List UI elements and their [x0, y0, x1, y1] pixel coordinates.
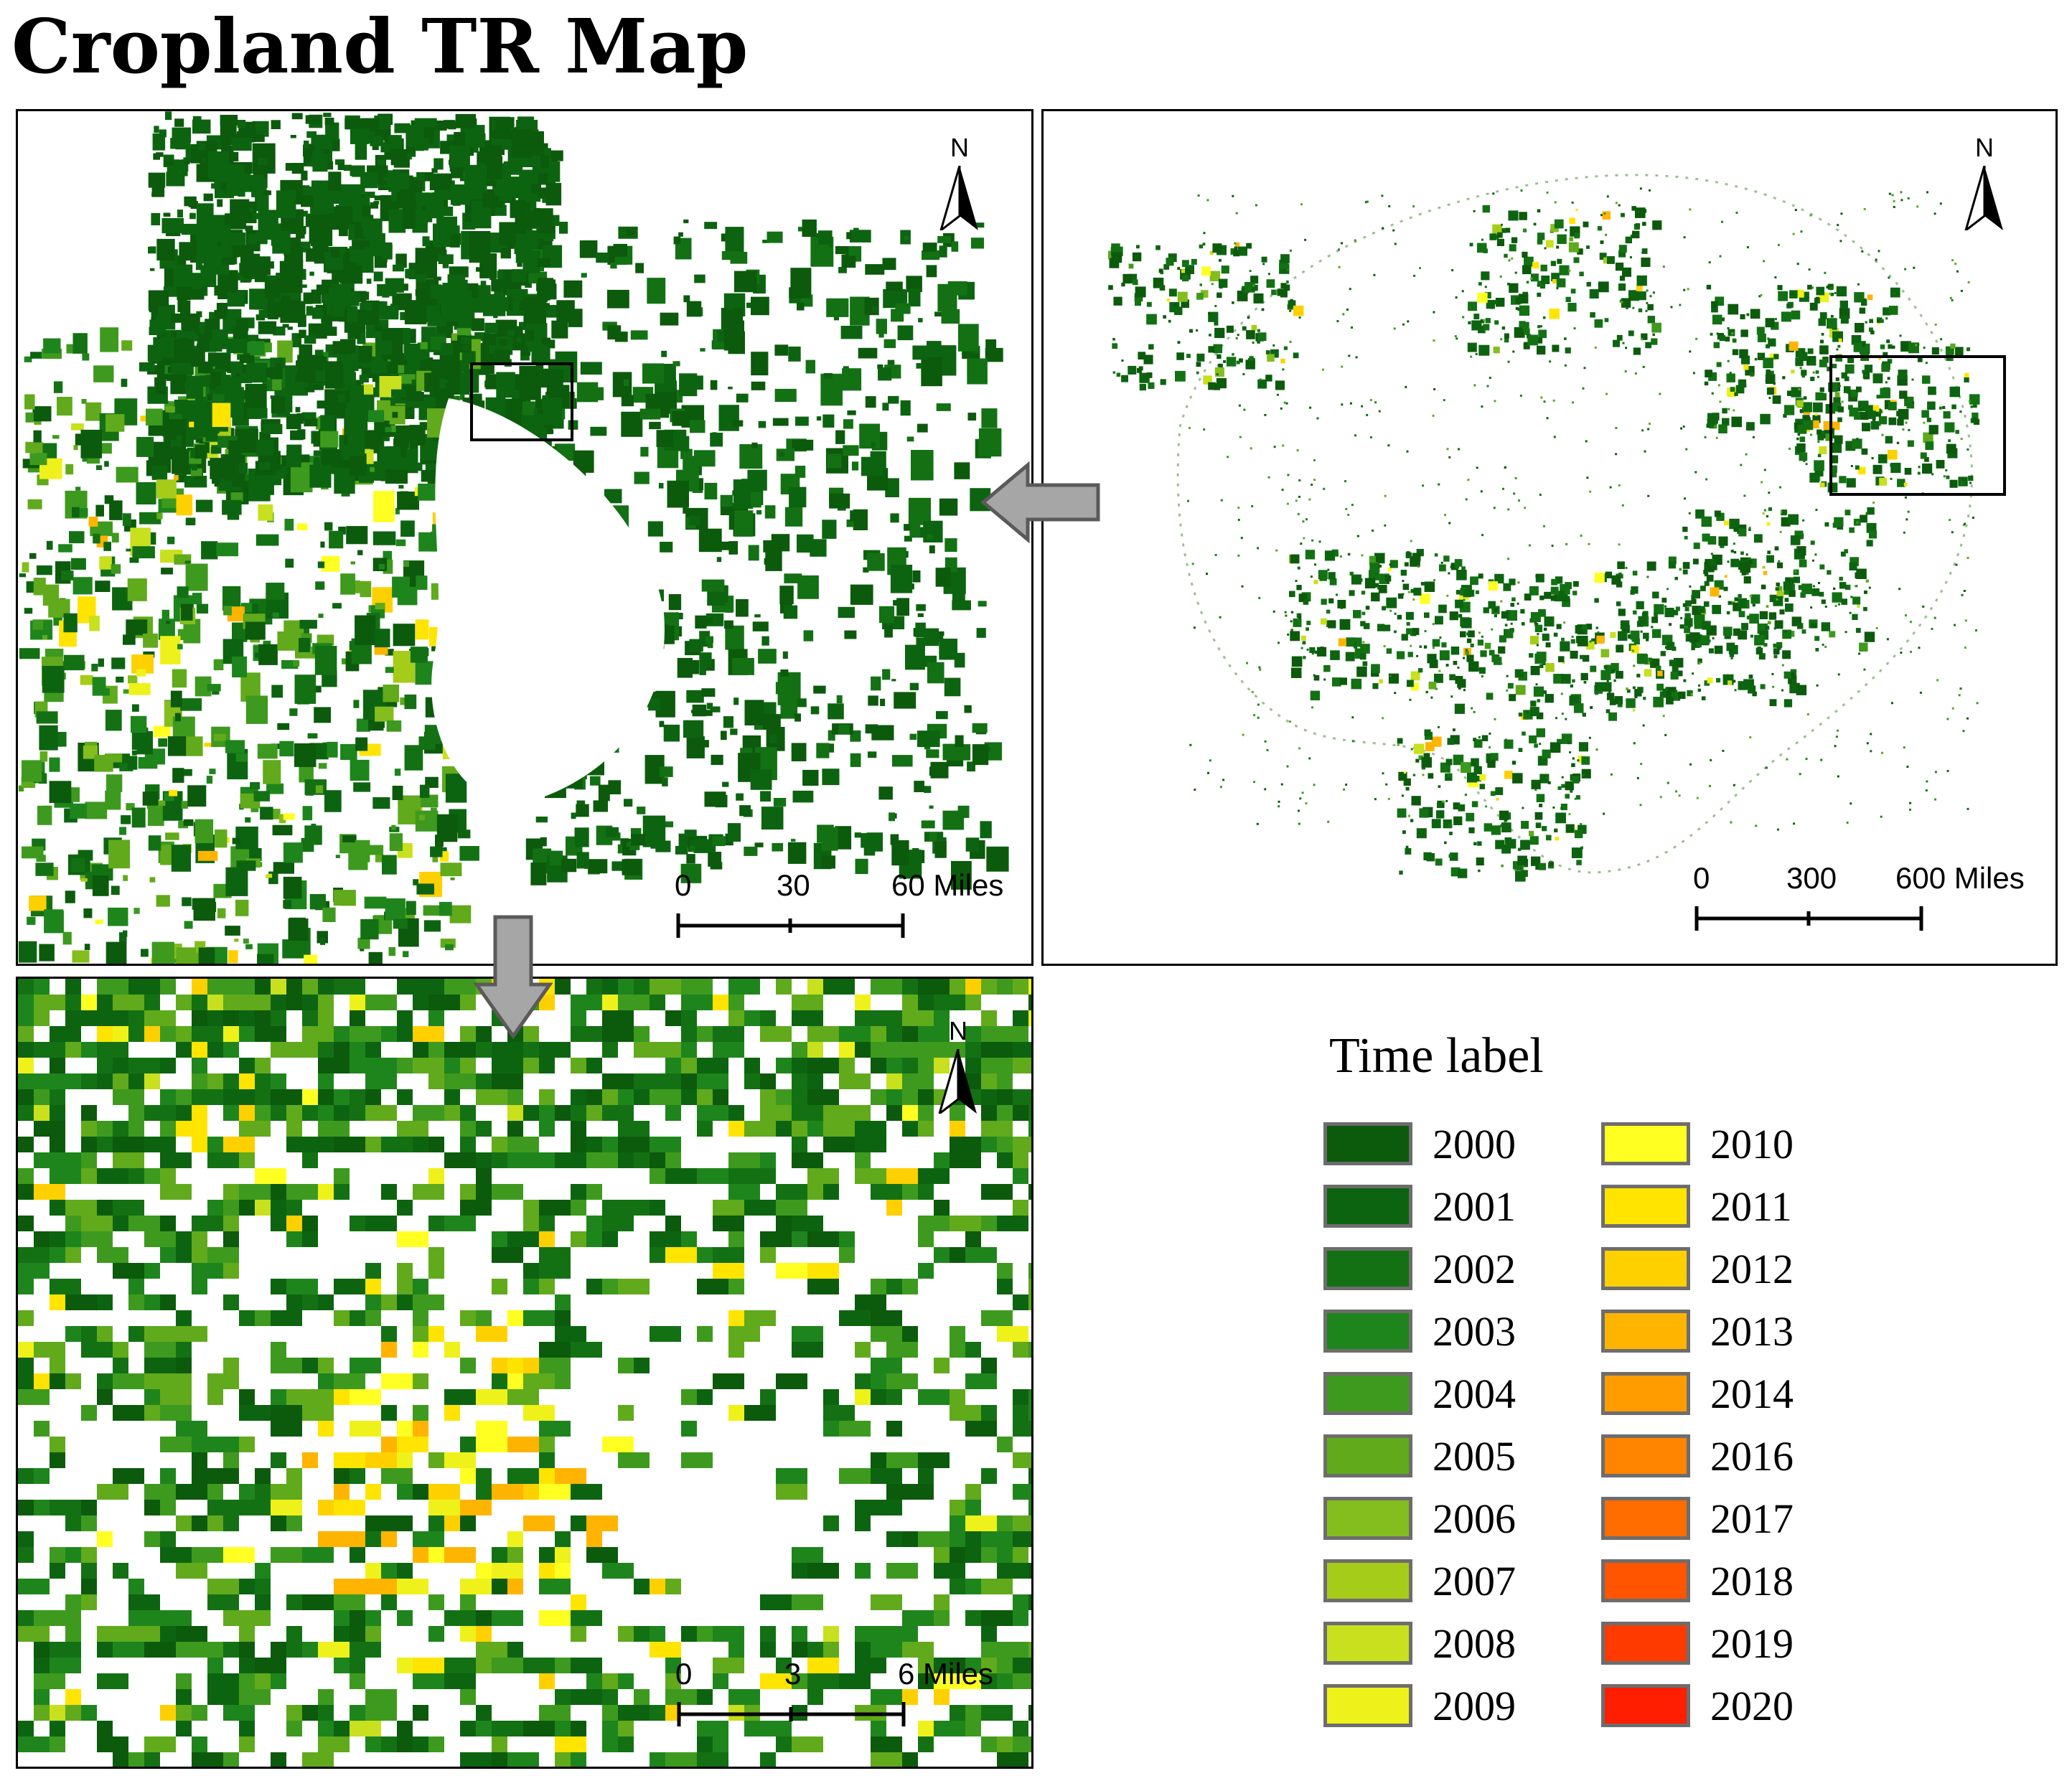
- legend-swatch: [1323, 1622, 1412, 1665]
- scale-tick-0: 0: [675, 868, 692, 902]
- legend-item-2007: 2007: [1323, 1558, 1553, 1607]
- legend-item-2008: 2008: [1323, 1620, 1553, 1669]
- legend-item-2009: 2009: [1323, 1683, 1553, 1731]
- legend-year-label: 2007: [1433, 1558, 1516, 1604]
- north-label: N: [1975, 133, 1994, 162]
- north-arrow: N: [1959, 133, 2010, 230]
- legend-swatch: [1601, 1122, 1690, 1165]
- scale-tick-end: 600 Miles: [1895, 861, 2025, 895]
- legend-year-label: 2002: [1433, 1246, 1516, 1292]
- legend-year-label: 2004: [1433, 1371, 1516, 1417]
- figure-title: Cropland TR Map: [11, 2, 749, 90]
- legend-item-2018: 2018: [1601, 1558, 1831, 1607]
- legend-swatch: [1601, 1684, 1690, 1727]
- legend-swatch: [1601, 1559, 1690, 1602]
- legend-item-2010: 2010: [1601, 1121, 1831, 1170]
- legend-item-2020: 2020: [1601, 1683, 1831, 1731]
- legend-swatch: [1601, 1372, 1690, 1415]
- legend-year-label: 2020: [1710, 1683, 1794, 1729]
- legend-swatch: [1323, 1122, 1412, 1165]
- regional-map-panel: N 0 30 60 Miles: [16, 109, 1033, 966]
- legend-year-label: 2008: [1433, 1620, 1516, 1667]
- legend-swatch: [1323, 1310, 1412, 1353]
- legend-year-label: 2009: [1433, 1683, 1516, 1729]
- legend-title: Time label: [1329, 1028, 1544, 1084]
- legend-item-2001: 2001: [1323, 1183, 1553, 1232]
- legend-year-label: 2003: [1433, 1308, 1516, 1355]
- north-arrow: N: [934, 133, 985, 230]
- legend-item-2005: 2005: [1323, 1433, 1553, 1482]
- legend-swatch: [1601, 1434, 1690, 1477]
- legend-year-label: 2018: [1710, 1558, 1794, 1604]
- legend-swatch: [1601, 1185, 1690, 1228]
- legend-year-label: 2000: [1433, 1121, 1516, 1167]
- legend-swatch: [1601, 1497, 1690, 1540]
- legend-item-2014: 2014: [1601, 1371, 1831, 1419]
- legend-year-label: 2005: [1433, 1433, 1516, 1480]
- legend-swatch: [1323, 1372, 1412, 1415]
- north-label: N: [949, 1016, 967, 1045]
- cropland-clusters: [18, 111, 1009, 964]
- legend-swatch: [1601, 1622, 1690, 1665]
- cropland-pixels: [18, 979, 1031, 1767]
- scale-tick-end: 60 Miles: [891, 868, 1004, 902]
- legend-swatch: [1323, 1497, 1412, 1540]
- zoom-extent-box: [1829, 355, 2006, 496]
- cropland-clusters: [1108, 187, 1980, 882]
- legend-item-2003: 2003: [1323, 1308, 1553, 1357]
- legend-item-2011: 2011: [1601, 1183, 1831, 1232]
- legend-year-label: 2001: [1433, 1183, 1516, 1230]
- north-arrow-icon: [939, 166, 978, 230]
- legend-swatch: [1323, 1684, 1412, 1727]
- legend-year-label: 2013: [1710, 1308, 1794, 1355]
- scale-tick-0: 0: [1693, 861, 1710, 895]
- legend-item-2002: 2002: [1323, 1246, 1553, 1294]
- detail-cropland-map: [18, 979, 1031, 1767]
- legend-year-label: 2006: [1433, 1495, 1516, 1542]
- detail-map-panel: N 0 3 6 Miles: [16, 977, 1033, 1769]
- legend-swatch: [1323, 1185, 1412, 1228]
- zoom-extent-box: [470, 362, 573, 441]
- legend-swatch: [1323, 1559, 1412, 1602]
- legend-swatch: [1323, 1247, 1412, 1290]
- legend-swatch: [1323, 1434, 1412, 1477]
- north-label: N: [950, 133, 969, 162]
- legend-swatch: [1601, 1310, 1690, 1353]
- scale-bar: 0 3 6 Miles: [675, 1657, 994, 1736]
- legend-item-2000: 2000: [1323, 1121, 1553, 1170]
- legend-item-2019: 2019: [1601, 1620, 1831, 1669]
- regional-cropland-map: [18, 111, 1009, 964]
- north-arrow: N: [933, 1016, 983, 1114]
- legend-item-2017: 2017: [1601, 1495, 1831, 1544]
- scale-tick-mid: 30: [777, 868, 810, 902]
- scale-tick-mid: 3: [784, 1657, 802, 1691]
- scale-bar: 0 300 600 Miles: [1693, 861, 2025, 940]
- legend-year-label: 2014: [1710, 1371, 1794, 1417]
- overview-cropland-map: [1108, 174, 2006, 882]
- scale-tick-0: 0: [675, 1657, 693, 1691]
- north-arrow-icon: [938, 1049, 977, 1114]
- legend-year-label: 2017: [1710, 1495, 1794, 1542]
- legend-item-2012: 2012: [1601, 1246, 1831, 1294]
- legend-year-label: 2019: [1710, 1620, 1794, 1667]
- scale-tick-mid: 300: [1786, 861, 1837, 895]
- scale-tick-end: 6 Miles: [898, 1657, 994, 1691]
- scale-bar: 0 30 60 Miles: [675, 868, 1003, 947]
- legend-item-2016: 2016: [1601, 1433, 1831, 1482]
- legend-item-2013: 2013: [1601, 1308, 1831, 1357]
- left-arrow-icon: [980, 461, 1100, 544]
- north-arrow-icon: [1964, 166, 2003, 230]
- overview-map-panel: N 0 300 600 Miles: [1041, 109, 2058, 966]
- legend-item-2004: 2004: [1323, 1371, 1553, 1419]
- legend-year-label: 2016: [1710, 1433, 1794, 1480]
- legend-swatch: [1601, 1247, 1690, 1290]
- legend-year-label: 2012: [1710, 1246, 1794, 1292]
- legend-year-label: 2011: [1710, 1183, 1792, 1230]
- legend-year-label: 2010: [1710, 1121, 1794, 1167]
- legend-item-2006: 2006: [1323, 1495, 1553, 1544]
- down-arrow-icon: [474, 915, 553, 1040]
